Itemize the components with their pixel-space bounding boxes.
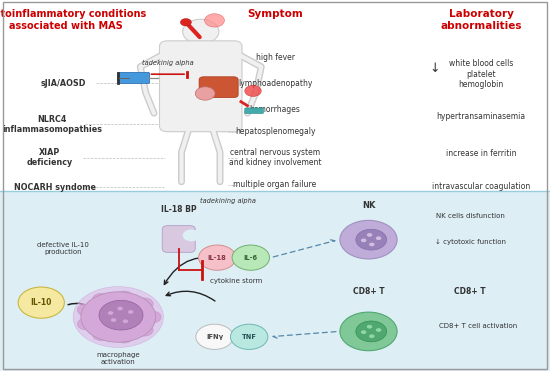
Circle shape — [180, 19, 191, 26]
Circle shape — [128, 310, 134, 314]
Text: tadekinig alpha: tadekinig alpha — [142, 60, 194, 66]
Circle shape — [183, 19, 219, 44]
Text: multiple organ failure: multiple organ failure — [233, 180, 317, 189]
Circle shape — [135, 324, 153, 336]
Circle shape — [369, 243, 375, 246]
Text: CD8+ T: CD8+ T — [454, 287, 486, 296]
Circle shape — [111, 318, 116, 322]
Circle shape — [230, 324, 268, 349]
Circle shape — [376, 236, 381, 240]
Circle shape — [108, 311, 113, 315]
Circle shape — [199, 245, 236, 270]
Circle shape — [116, 291, 133, 303]
Text: cytokine storm: cytokine storm — [210, 278, 263, 284]
Text: Laboratory
abnormalities: Laboratory abnormalities — [441, 9, 522, 31]
Text: NK: NK — [362, 201, 375, 210]
Circle shape — [369, 334, 375, 338]
Text: hepatosplenomegaly: hepatosplenomegaly — [235, 127, 315, 136]
FancyBboxPatch shape — [118, 72, 150, 83]
Text: NLRC4
inflammasomopathies: NLRC4 inflammasomopathies — [2, 115, 102, 134]
Circle shape — [117, 307, 123, 311]
Text: Autoinflammatory conditions
associated with MAS: Autoinflammatory conditions associated w… — [0, 9, 146, 31]
Text: high fever: high fever — [256, 53, 294, 62]
Text: ↓ cytotoxic function: ↓ cytotoxic function — [434, 239, 506, 244]
Bar — [194, 43, 207, 46]
FancyBboxPatch shape — [199, 77, 238, 98]
Circle shape — [245, 85, 261, 96]
Circle shape — [92, 329, 110, 341]
Circle shape — [196, 324, 233, 349]
Text: hemorrhages: hemorrhages — [250, 105, 300, 114]
Circle shape — [123, 319, 128, 323]
Circle shape — [340, 312, 397, 351]
Circle shape — [367, 325, 372, 329]
Circle shape — [340, 220, 397, 259]
Circle shape — [195, 87, 215, 100]
Circle shape — [356, 229, 387, 250]
Text: CD8+ T cell activation: CD8+ T cell activation — [439, 323, 518, 329]
Circle shape — [361, 239, 366, 242]
Text: defective IL-10
production: defective IL-10 production — [37, 242, 89, 255]
Text: Symptom: Symptom — [247, 9, 303, 19]
Text: macrophage
activation: macrophage activation — [96, 352, 140, 365]
Text: CD8+ T: CD8+ T — [353, 287, 384, 296]
Text: IL-6: IL-6 — [244, 255, 258, 261]
Circle shape — [99, 301, 143, 330]
Circle shape — [135, 298, 153, 310]
Circle shape — [78, 318, 95, 330]
Circle shape — [144, 311, 161, 323]
FancyBboxPatch shape — [160, 41, 242, 132]
Circle shape — [361, 330, 366, 334]
Text: white blood cells
platelet
hemoglobin: white blood cells platelet hemoglobin — [449, 59, 514, 89]
Text: IL-10: IL-10 — [31, 298, 52, 307]
Circle shape — [367, 233, 372, 237]
Text: ↓: ↓ — [429, 62, 440, 75]
Text: lymphoadenopathy: lymphoadenopathy — [238, 79, 312, 88]
Text: sJIA/AOSD: sJIA/AOSD — [41, 79, 86, 88]
Circle shape — [18, 287, 64, 318]
Text: central nervous system
and kidney involvement: central nervous system and kidney involv… — [229, 148, 321, 167]
Text: hypertransaminasemia: hypertransaminasemia — [437, 112, 526, 121]
Text: NOCARH syndome: NOCARH syndome — [14, 183, 96, 192]
Circle shape — [116, 331, 133, 343]
Bar — [0, 0, 550, 191]
Text: increase in ferritin: increase in ferritin — [446, 150, 516, 158]
FancyBboxPatch shape — [245, 108, 263, 114]
Circle shape — [73, 286, 163, 347]
Circle shape — [78, 304, 95, 316]
Circle shape — [183, 229, 200, 241]
FancyBboxPatch shape — [162, 226, 195, 252]
Text: IL-18 BP: IL-18 BP — [161, 204, 196, 214]
Text: #f5e8a0: #f5e8a0 — [39, 302, 44, 303]
Circle shape — [92, 293, 110, 305]
Text: tadekining alpha: tadekining alpha — [200, 198, 256, 204]
Circle shape — [232, 245, 270, 270]
Circle shape — [356, 321, 387, 342]
Text: TNF: TNF — [241, 334, 257, 340]
Text: NK cells disfunction: NK cells disfunction — [436, 213, 505, 219]
Text: IL-18: IL-18 — [208, 255, 227, 261]
Circle shape — [81, 292, 156, 342]
Bar — [0, 191, 550, 371]
Text: IFNγ: IFNγ — [206, 334, 223, 340]
Circle shape — [376, 328, 381, 332]
Text: intravascular coagulation: intravascular coagulation — [432, 182, 530, 191]
Circle shape — [205, 14, 224, 27]
Text: XIAP
deficiency: XIAP deficiency — [26, 148, 73, 167]
